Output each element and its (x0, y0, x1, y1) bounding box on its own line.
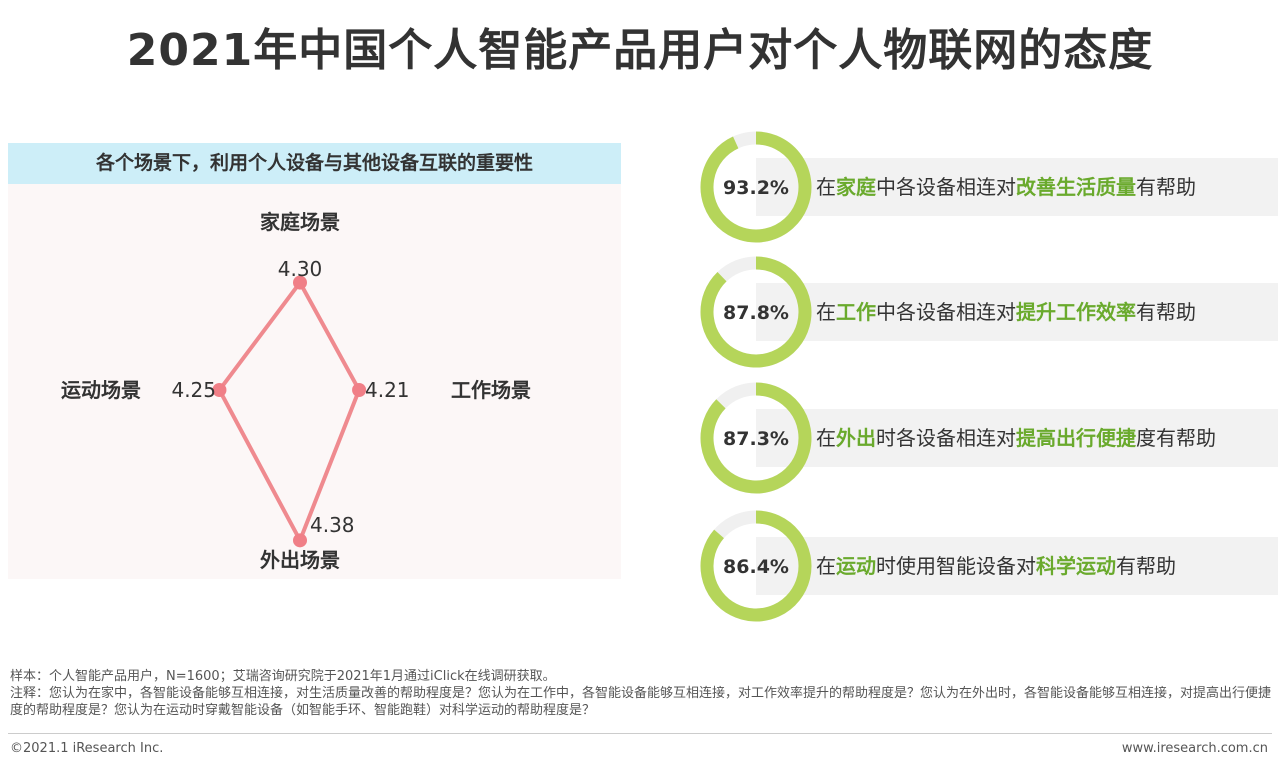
statement-text: 在 (816, 426, 836, 450)
statement-highlight: 外出 (836, 426, 876, 450)
notes: 样本：个人智能产品用户，N=1600；艾瑞咨询研究院于2021年1月通过iCli… (10, 668, 1272, 719)
donut-arc (700, 131, 812, 243)
statement-highlight: 运动 (836, 554, 876, 578)
stat-band (756, 158, 1278, 216)
stat-band (756, 409, 1278, 467)
statement-highlight: 提高出行便捷 (1016, 426, 1136, 450)
statement-text: 在 (816, 175, 836, 199)
statement-highlight: 改善生活质量 (1016, 175, 1136, 199)
donut-arc (700, 256, 812, 368)
stat-row-work: 87.8% 在工作中各设备相连对提升工作效率有帮助 (700, 256, 1278, 368)
statement-text: 有帮助 (1136, 175, 1196, 199)
radar-chart-title: 各个场景下，利用个人设备与其他设备互联的重要性 (8, 143, 621, 184)
axis-label-work: 工作场景 (451, 378, 531, 402)
donut-value: 87.8% (723, 302, 789, 324)
stat-band (756, 537, 1278, 595)
axis-label-home: 家庭场景 (260, 210, 340, 234)
footer-divider (8, 733, 1272, 734)
statement-text: 中各设备相连对 (876, 300, 1016, 324)
website-url: www.iresearch.com.cn (1121, 741, 1268, 756)
statement-highlight: 家庭 (836, 175, 876, 199)
stat-row-outing: 87.3% 在外出时各设备相连对提高出行便捷度有帮助 (700, 382, 1278, 494)
value-label-work: 4.21 (365, 378, 410, 402)
statement-sport: 在运动时使用智能设备对科学运动有帮助 (816, 537, 1176, 595)
radar-point-outing (293, 533, 307, 548)
radar-series-shape (217, 280, 362, 543)
statement-highlight: 科学运动 (1036, 554, 1116, 578)
radar-panel: 各个场景下，利用个人设备与其他设备互联的重要性 家庭场景 工作场景 外出场景 运… (8, 143, 621, 579)
stat-band (756, 283, 1278, 341)
stat-row-home: 93.2% 在家庭中各设备相连对改善生活质量有帮助 (700, 131, 1278, 243)
page-title: 2021年中国个人智能产品用户对个人物联网的态度 (126, 25, 1154, 76)
donut-sport: 86.4% (700, 510, 812, 622)
statement-highlight: 提升工作效率 (1016, 300, 1136, 324)
radar-point-sport (212, 383, 227, 397)
axis-label-sport: 运动场景 (61, 378, 141, 402)
donut-value: 87.3% (723, 428, 789, 450)
donut-arc (700, 382, 812, 494)
statement-home: 在家庭中各设备相连对改善生活质量有帮助 (816, 158, 1196, 216)
value-label-sport: 4.25 (171, 378, 216, 402)
sample-note: 样本：个人智能产品用户，N=1600；艾瑞咨询研究院于2021年1月通过iCli… (10, 669, 556, 684)
stat-row-sport: 86.4% 在运动时使用智能设备对科学运动有帮助 (700, 510, 1278, 622)
radar-chart: 家庭场景 工作场景 外出场景 运动场景 4.30 4.21 4.38 4.25 (61, 210, 531, 572)
donut-home: 93.2% (700, 131, 812, 243)
radar-point-work (352, 383, 367, 397)
donut-value: 86.4% (723, 556, 789, 578)
statement-outing: 在外出时各设备相连对提高出行便捷度有帮助 (816, 409, 1216, 467)
donut-work: 87.8% (700, 256, 812, 368)
copyright: ©2021.1 iResearch Inc. (10, 741, 164, 756)
axis-label-outing: 外出场景 (260, 548, 340, 572)
statement-text: 时各设备相连对 (876, 426, 1016, 450)
statement-text: 时使用智能设备对 (876, 554, 1036, 578)
statement-text: 中各设备相连对 (876, 175, 1016, 199)
statement-text: 在 (816, 300, 836, 324)
donut-arc (700, 510, 812, 622)
statement-text: 有帮助 (1116, 554, 1176, 578)
radar-point-home (293, 275, 307, 290)
statement-text: 在 (816, 554, 836, 578)
value-label-home: 4.30 (278, 257, 323, 281)
value-label-outing: 4.38 (310, 513, 355, 537)
statement-highlight: 工作 (836, 300, 876, 324)
question-note: 注释：您认为在家中，各智能设备能够互相连接，对生活质量改善的帮助程度是？您认为在… (10, 686, 1272, 718)
statement-work: 在工作中各设备相连对提升工作效率有帮助 (816, 283, 1196, 341)
statement-text: 度有帮助 (1136, 426, 1216, 450)
donut-value: 93.2% (723, 177, 789, 199)
donut-outing: 87.3% (700, 382, 812, 494)
statement-text: 有帮助 (1136, 300, 1196, 324)
